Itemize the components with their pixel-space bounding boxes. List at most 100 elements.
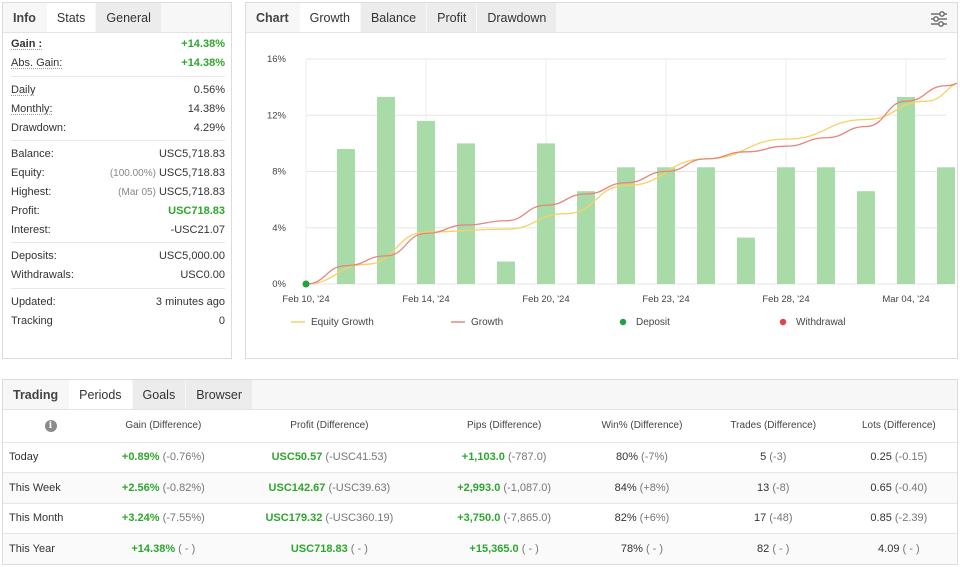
tab-goals[interactable]: Goals	[132, 380, 187, 409]
trades-cell: 13 (-8)	[705, 472, 841, 503]
stat-abs-gain-label[interactable]: Abs. Gain:	[11, 57, 63, 70]
gain-cell: +0.89% (-0.76%)	[98, 441, 229, 473]
profit-value: USC718.83	[290, 543, 348, 555]
gain-value: +2.56%	[121, 481, 160, 494]
info-header: i	[3, 410, 98, 442]
stats-tabs: Info Stats General	[3, 3, 231, 33]
tab-browser[interactable]: Browser	[186, 380, 254, 409]
trades-value: 13	[757, 481, 770, 494]
info-icon[interactable]: i	[44, 419, 57, 432]
stat-equity-note: (100.00%)	[109, 168, 156, 180]
bar	[537, 143, 555, 284]
stat-balance: Balance: USC5,718.83	[11, 145, 225, 164]
stat-gain-label[interactable]: Gain :	[11, 38, 43, 51]
profit-cell: USC179.32 (-USC360.19)	[228, 502, 431, 534]
win-diff: (+8%)	[639, 481, 670, 494]
stats-body: Gain : +14.38% Abs. Gain: +14.38% Daily …	[3, 33, 231, 330]
gain-value: +0.89%	[121, 451, 160, 464]
lots-cell: 0.85 (-2.39)	[840, 502, 957, 534]
x-tick-label: Mar 04, '24	[882, 294, 929, 305]
pips-cell: +2,993.0 (-1,087.0)	[430, 472, 579, 503]
stat-withdrawals: Withdrawals: USC0.00	[11, 266, 225, 285]
bar	[657, 167, 675, 284]
stat-drawdown: Drawdown: 4.29%	[11, 118, 225, 137]
tab-periods[interactable]: Periods	[69, 380, 133, 409]
bar	[337, 149, 355, 284]
stat-deposits-value: USC5,000.00	[158, 250, 225, 263]
stat-monthly-label[interactable]: Monthly:	[11, 102, 53, 115]
period-label: This Month	[3, 502, 98, 534]
header-gain: Gain (Difference)	[125, 420, 202, 432]
stat-highest-label: Highest:	[11, 185, 52, 198]
bar	[377, 96, 395, 284]
stat-highest: Highest: (Mar 05) USC5,718.83	[11, 183, 225, 202]
tab-drawdown[interactable]: Drawdown	[477, 3, 558, 32]
trades-diff: (-48)	[769, 512, 793, 525]
tab-growth[interactable]: Growth	[299, 3, 361, 32]
win-cell: 82% (+6%)	[578, 502, 706, 534]
win-diff: (+6%)	[639, 512, 670, 525]
lots-cell: 0.65 (-0.40)	[840, 472, 957, 503]
table-row: This Week +2.56% (-0.82%) USC142.67 (-US…	[3, 472, 957, 503]
gain-cell: +2.56% (-0.82%)	[98, 472, 229, 503]
stat-profit-label: Profit:	[11, 204, 40, 217]
profit-cell: USC142.67 (-USC39.63)	[228, 472, 431, 503]
gain-value: +14.38%	[131, 543, 176, 555]
profit-cell: USC718.83 ( - )	[228, 533, 431, 564]
gain-value: +3.24%	[121, 512, 160, 525]
y-tick-label: 0%	[272, 279, 286, 290]
bar	[417, 120, 435, 284]
tab-balance[interactable]: Balance	[360, 3, 428, 32]
pips-diff: (-7,865.0)	[503, 512, 552, 525]
gain-diff: (-0.76%)	[162, 451, 205, 464]
win-cell: 84% (+8%)	[578, 472, 706, 503]
tab-profit[interactable]: Profit	[427, 3, 478, 32]
table-row: Today +0.89% (-0.76%) USC50.57 (-USC41.5…	[3, 441, 957, 473]
stat-tracking-label: Tracking	[11, 314, 53, 327]
tab-general[interactable]: General	[96, 3, 162, 32]
stat-equity: Equity: (100.00%) USC5,718.83	[11, 164, 225, 183]
table-row: This Month +3.24% (-7.55%) USC179.32 (-U…	[3, 502, 957, 534]
tab-stats[interactable]: Stats	[46, 3, 97, 32]
profit-diff: (-USC41.53)	[325, 451, 388, 464]
stat-withdrawals-label: Withdrawals:	[11, 269, 74, 282]
y-tick-label: 16%	[267, 54, 287, 65]
period-label: Today	[3, 441, 98, 473]
stat-tracking-value: 0	[218, 314, 225, 327]
divider	[11, 287, 225, 289]
tab-chart[interactable]: Chart	[246, 3, 300, 32]
lots-value: 4.09	[878, 543, 900, 555]
equity-growth-line	[305, 82, 957, 285]
pips-cell: +1,103.0 (-787.0)	[430, 441, 579, 473]
pips-value: +2,993.0	[457, 481, 501, 494]
bar	[937, 167, 955, 284]
x-tick-label: Feb 23, '24	[642, 294, 689, 305]
divider	[11, 241, 225, 243]
profit-value: USC142.67	[268, 481, 326, 494]
growth-line	[305, 82, 957, 285]
x-tick-label: Feb 28, '24	[762, 294, 809, 305]
stat-equity-amount: USC5,718.83	[158, 167, 225, 180]
chart-panel: Chart Growth Balance Profit Drawdown 0% 4…	[245, 2, 958, 359]
win-value: 82%	[614, 512, 637, 525]
stat-daily-label[interactable]: Daily	[11, 83, 36, 96]
stat-withdrawals-value: USC0.00	[180, 269, 225, 282]
sliders-icon[interactable]	[929, 10, 949, 28]
tab-trading[interactable]: Trading	[3, 380, 70, 409]
stat-drawdown-label: Drawdown:	[11, 121, 67, 134]
pips-cell: +3,750.0 (-7,865.0)	[430, 502, 579, 534]
lots-diff: ( - )	[902, 543, 920, 555]
trades-value: 82	[757, 543, 770, 555]
profit-value: USC50.57	[271, 451, 323, 464]
stat-monthly-value: 14.38%	[187, 102, 225, 115]
stats-panel: Info Stats General Gain : +14.38% Abs. G…	[2, 2, 232, 359]
stat-tracking: Tracking 0	[11, 311, 225, 330]
trades-value: 17	[753, 512, 767, 525]
growth-chart[interactable]: 0% 4% 8% 12% 16% Feb 10, '24 Feb 14, '24 Feb 20…	[246, 34, 957, 358]
header-lots: Lots (Difference)	[861, 420, 936, 432]
bar	[497, 261, 515, 284]
stat-deposits-label: Deposits:	[11, 250, 57, 263]
pips-value: +15,365.0	[469, 543, 519, 555]
stat-interest-value: -USC21.07	[170, 223, 225, 236]
tab-info[interactable]: Info	[3, 3, 47, 32]
